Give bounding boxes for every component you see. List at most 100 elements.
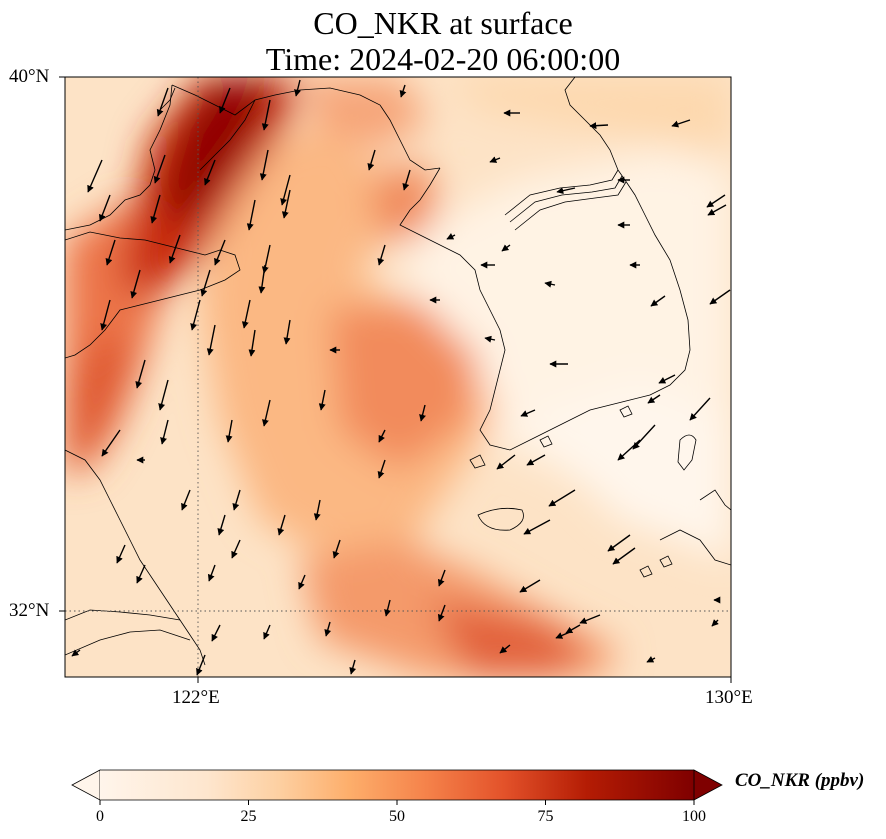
wind-arrow xyxy=(153,154,166,184)
wind-arrow xyxy=(589,122,609,130)
wind-arrow xyxy=(231,539,241,559)
wind-arrow xyxy=(158,379,169,411)
wind-arrow xyxy=(402,169,411,191)
wind-arrow xyxy=(671,119,691,128)
colorbar-label: CO_NKR (ppbv) xyxy=(735,770,865,791)
wind-arrow xyxy=(280,174,291,206)
wind-arrow xyxy=(650,295,666,307)
wind-arrow xyxy=(136,564,146,584)
wind-arrow xyxy=(204,159,216,186)
wind-arrow xyxy=(658,374,676,384)
wind-arrow xyxy=(200,269,211,297)
concentration-field xyxy=(65,77,731,677)
wind-arrow xyxy=(283,319,291,345)
wind-vectors xyxy=(71,79,731,676)
wind-arrow xyxy=(116,544,126,564)
wind-arrow xyxy=(419,404,426,422)
wind-arrow xyxy=(225,419,233,443)
lon-tick-122e: 122°E xyxy=(172,687,220,708)
wind-arrow xyxy=(207,564,216,582)
lat-tick-40n: 40°N xyxy=(9,66,50,87)
wind-arrow xyxy=(617,439,641,461)
colorbar xyxy=(71,769,723,805)
wind-arrow xyxy=(160,419,169,445)
wind-arrow xyxy=(211,624,221,642)
wind-arrow xyxy=(281,189,291,219)
wind-arrow xyxy=(298,574,306,590)
wind-arrow xyxy=(647,394,661,404)
wind-arrow xyxy=(241,299,251,329)
wind-arrow xyxy=(706,194,726,208)
wind-arrow xyxy=(377,244,386,266)
wind-arrow xyxy=(232,489,241,511)
wind-arrow xyxy=(612,547,636,565)
wind-arrow xyxy=(219,87,231,114)
axis-ticks xyxy=(59,76,732,683)
wind-arrow xyxy=(523,519,551,535)
wind-arrow xyxy=(135,359,146,389)
wind-arrow xyxy=(384,599,391,617)
map-time-subtitle: Time: 2024-02-20 06:00:00 xyxy=(265,41,621,77)
lon-tick-130e: 130°E xyxy=(705,687,753,708)
wind-arrow xyxy=(168,234,181,264)
colorbar-tick: 75 xyxy=(537,808,554,825)
wind-arrow xyxy=(262,399,271,427)
wind-arrow xyxy=(324,621,332,637)
wind-arrow xyxy=(544,280,556,288)
wind-arrow xyxy=(190,299,201,331)
wind-arrow xyxy=(399,84,407,98)
wind-arrow xyxy=(607,534,631,552)
colorbar-tick: 100 xyxy=(682,808,706,825)
colorbar-tick: 0 xyxy=(96,808,104,825)
wind-arrow xyxy=(87,159,103,193)
wind-arrow xyxy=(71,649,81,657)
wind-arrow xyxy=(196,654,206,676)
wind-arrow xyxy=(294,79,301,97)
wind-arrow xyxy=(101,429,121,457)
wind-arrow xyxy=(332,539,341,559)
wind-arrow xyxy=(437,569,446,587)
map-frame xyxy=(64,76,732,678)
wind-arrow xyxy=(263,624,271,640)
wind-arrow xyxy=(100,299,111,331)
wind-arrow xyxy=(150,194,161,224)
wind-arrow xyxy=(248,329,256,357)
wind-arrow xyxy=(437,604,446,622)
map-title: CO_NKR at surface xyxy=(313,5,573,41)
wind-arrow xyxy=(377,459,386,479)
wind-arrow xyxy=(555,631,571,639)
wind-arrow xyxy=(258,264,266,294)
wind-arrow xyxy=(259,149,269,181)
lat-tick-32n: 32°N xyxy=(9,600,50,621)
wind-arrow xyxy=(217,514,226,536)
wind-arrow xyxy=(313,499,321,521)
wind-arrow xyxy=(556,187,576,195)
wind-arrow xyxy=(378,429,386,443)
colorbar-tick: 25 xyxy=(240,808,257,825)
wind-arrow xyxy=(579,614,601,624)
wind-arrow xyxy=(318,389,326,411)
wind-arrow xyxy=(707,204,727,216)
wind-arrow xyxy=(130,269,141,299)
wind-arrow xyxy=(446,233,456,240)
wind-arrow xyxy=(484,335,496,343)
wind-arrow xyxy=(206,324,216,356)
wind-arrow xyxy=(98,194,111,222)
wind-arrow xyxy=(689,397,711,421)
wind-arrow xyxy=(632,424,656,450)
wind-arrow xyxy=(367,149,376,171)
wind-arrow xyxy=(519,579,541,593)
colorbar-tick: 50 xyxy=(389,808,405,825)
wind-arrow xyxy=(709,289,731,305)
wind-arrow xyxy=(548,489,576,507)
wind-arrow xyxy=(496,454,516,470)
wind-arrow xyxy=(489,156,501,163)
wind-arrow xyxy=(711,619,719,627)
gridlines xyxy=(65,77,731,677)
wind-arrow xyxy=(565,624,581,634)
wind-arrow xyxy=(261,99,271,131)
wind-arrow xyxy=(214,239,226,266)
wind-arrow xyxy=(277,514,286,536)
wind-arrow xyxy=(105,239,116,266)
wind-arrow xyxy=(181,489,191,511)
